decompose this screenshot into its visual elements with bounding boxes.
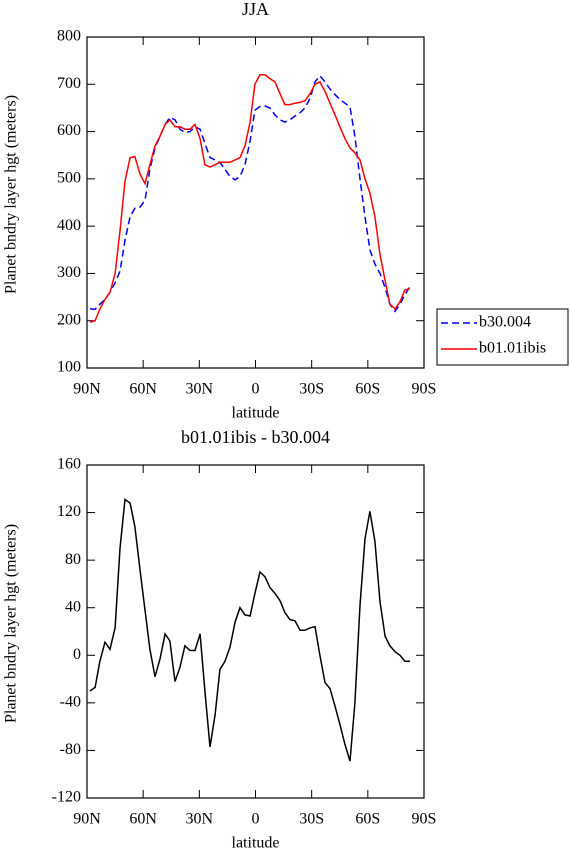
data-line bbox=[89, 74, 411, 313]
y-tick-label: 0 bbox=[73, 646, 81, 663]
y-tick-label: 500 bbox=[57, 170, 81, 187]
y-axis-label: Planet bndry layer hgt (meters) bbox=[3, 95, 20, 294]
y-tick-label: -120 bbox=[52, 789, 81, 806]
y-tick-label: 700 bbox=[57, 75, 81, 92]
y-tick-label: 400 bbox=[57, 217, 81, 234]
x-tick-label: 60S bbox=[355, 381, 380, 398]
x-tick-label: 30N bbox=[186, 811, 214, 828]
y-tick-label: 800 bbox=[57, 28, 81, 45]
y-tick-label: 100 bbox=[57, 359, 81, 376]
x-axis-label: latitude bbox=[232, 405, 280, 422]
x-tick-label: 90N bbox=[73, 811, 101, 828]
y-tick-label: 120 bbox=[57, 503, 81, 520]
x-tick-label: 60S bbox=[355, 811, 380, 828]
x-tick-label: 90S bbox=[412, 381, 437, 398]
y-tick-label: 80 bbox=[65, 551, 81, 568]
x-tick-label: 30S bbox=[299, 381, 324, 398]
plot-frame bbox=[86, 464, 425, 799]
y-tick-label: -40 bbox=[60, 694, 81, 711]
x-tick-label: 90S bbox=[412, 811, 437, 828]
y-tick-label: 300 bbox=[57, 264, 81, 281]
x-tick-label: 30S bbox=[299, 811, 324, 828]
chart-title: JJA bbox=[242, 0, 269, 19]
y-tick-label: 200 bbox=[57, 311, 81, 328]
data-line bbox=[89, 74, 411, 323]
x-axis-label: latitude bbox=[232, 835, 280, 851]
y-axis-label: Planet bndry layer hgt (meters) bbox=[3, 524, 20, 723]
chart-title: b01.01ibis - b30.004 bbox=[181, 427, 330, 447]
legend-box bbox=[436, 308, 569, 366]
x-tick-label: 60N bbox=[129, 811, 157, 828]
x-tick-label: 0 bbox=[252, 811, 260, 828]
y-tick-label: 40 bbox=[65, 598, 81, 615]
legend-label: b30.004 bbox=[479, 314, 531, 331]
plot-frame bbox=[86, 36, 425, 369]
x-tick-label: 90N bbox=[73, 381, 101, 398]
y-tick-label: -80 bbox=[60, 741, 81, 758]
legend-label: b01.01ibis bbox=[479, 340, 546, 357]
x-tick-label: 0 bbox=[252, 381, 260, 398]
x-tick-label: 60N bbox=[129, 381, 157, 398]
y-tick-label: 160 bbox=[57, 456, 81, 473]
y-tick-label: 600 bbox=[57, 122, 81, 139]
data-line bbox=[89, 498, 410, 762]
x-tick-label: 30N bbox=[186, 381, 214, 398]
